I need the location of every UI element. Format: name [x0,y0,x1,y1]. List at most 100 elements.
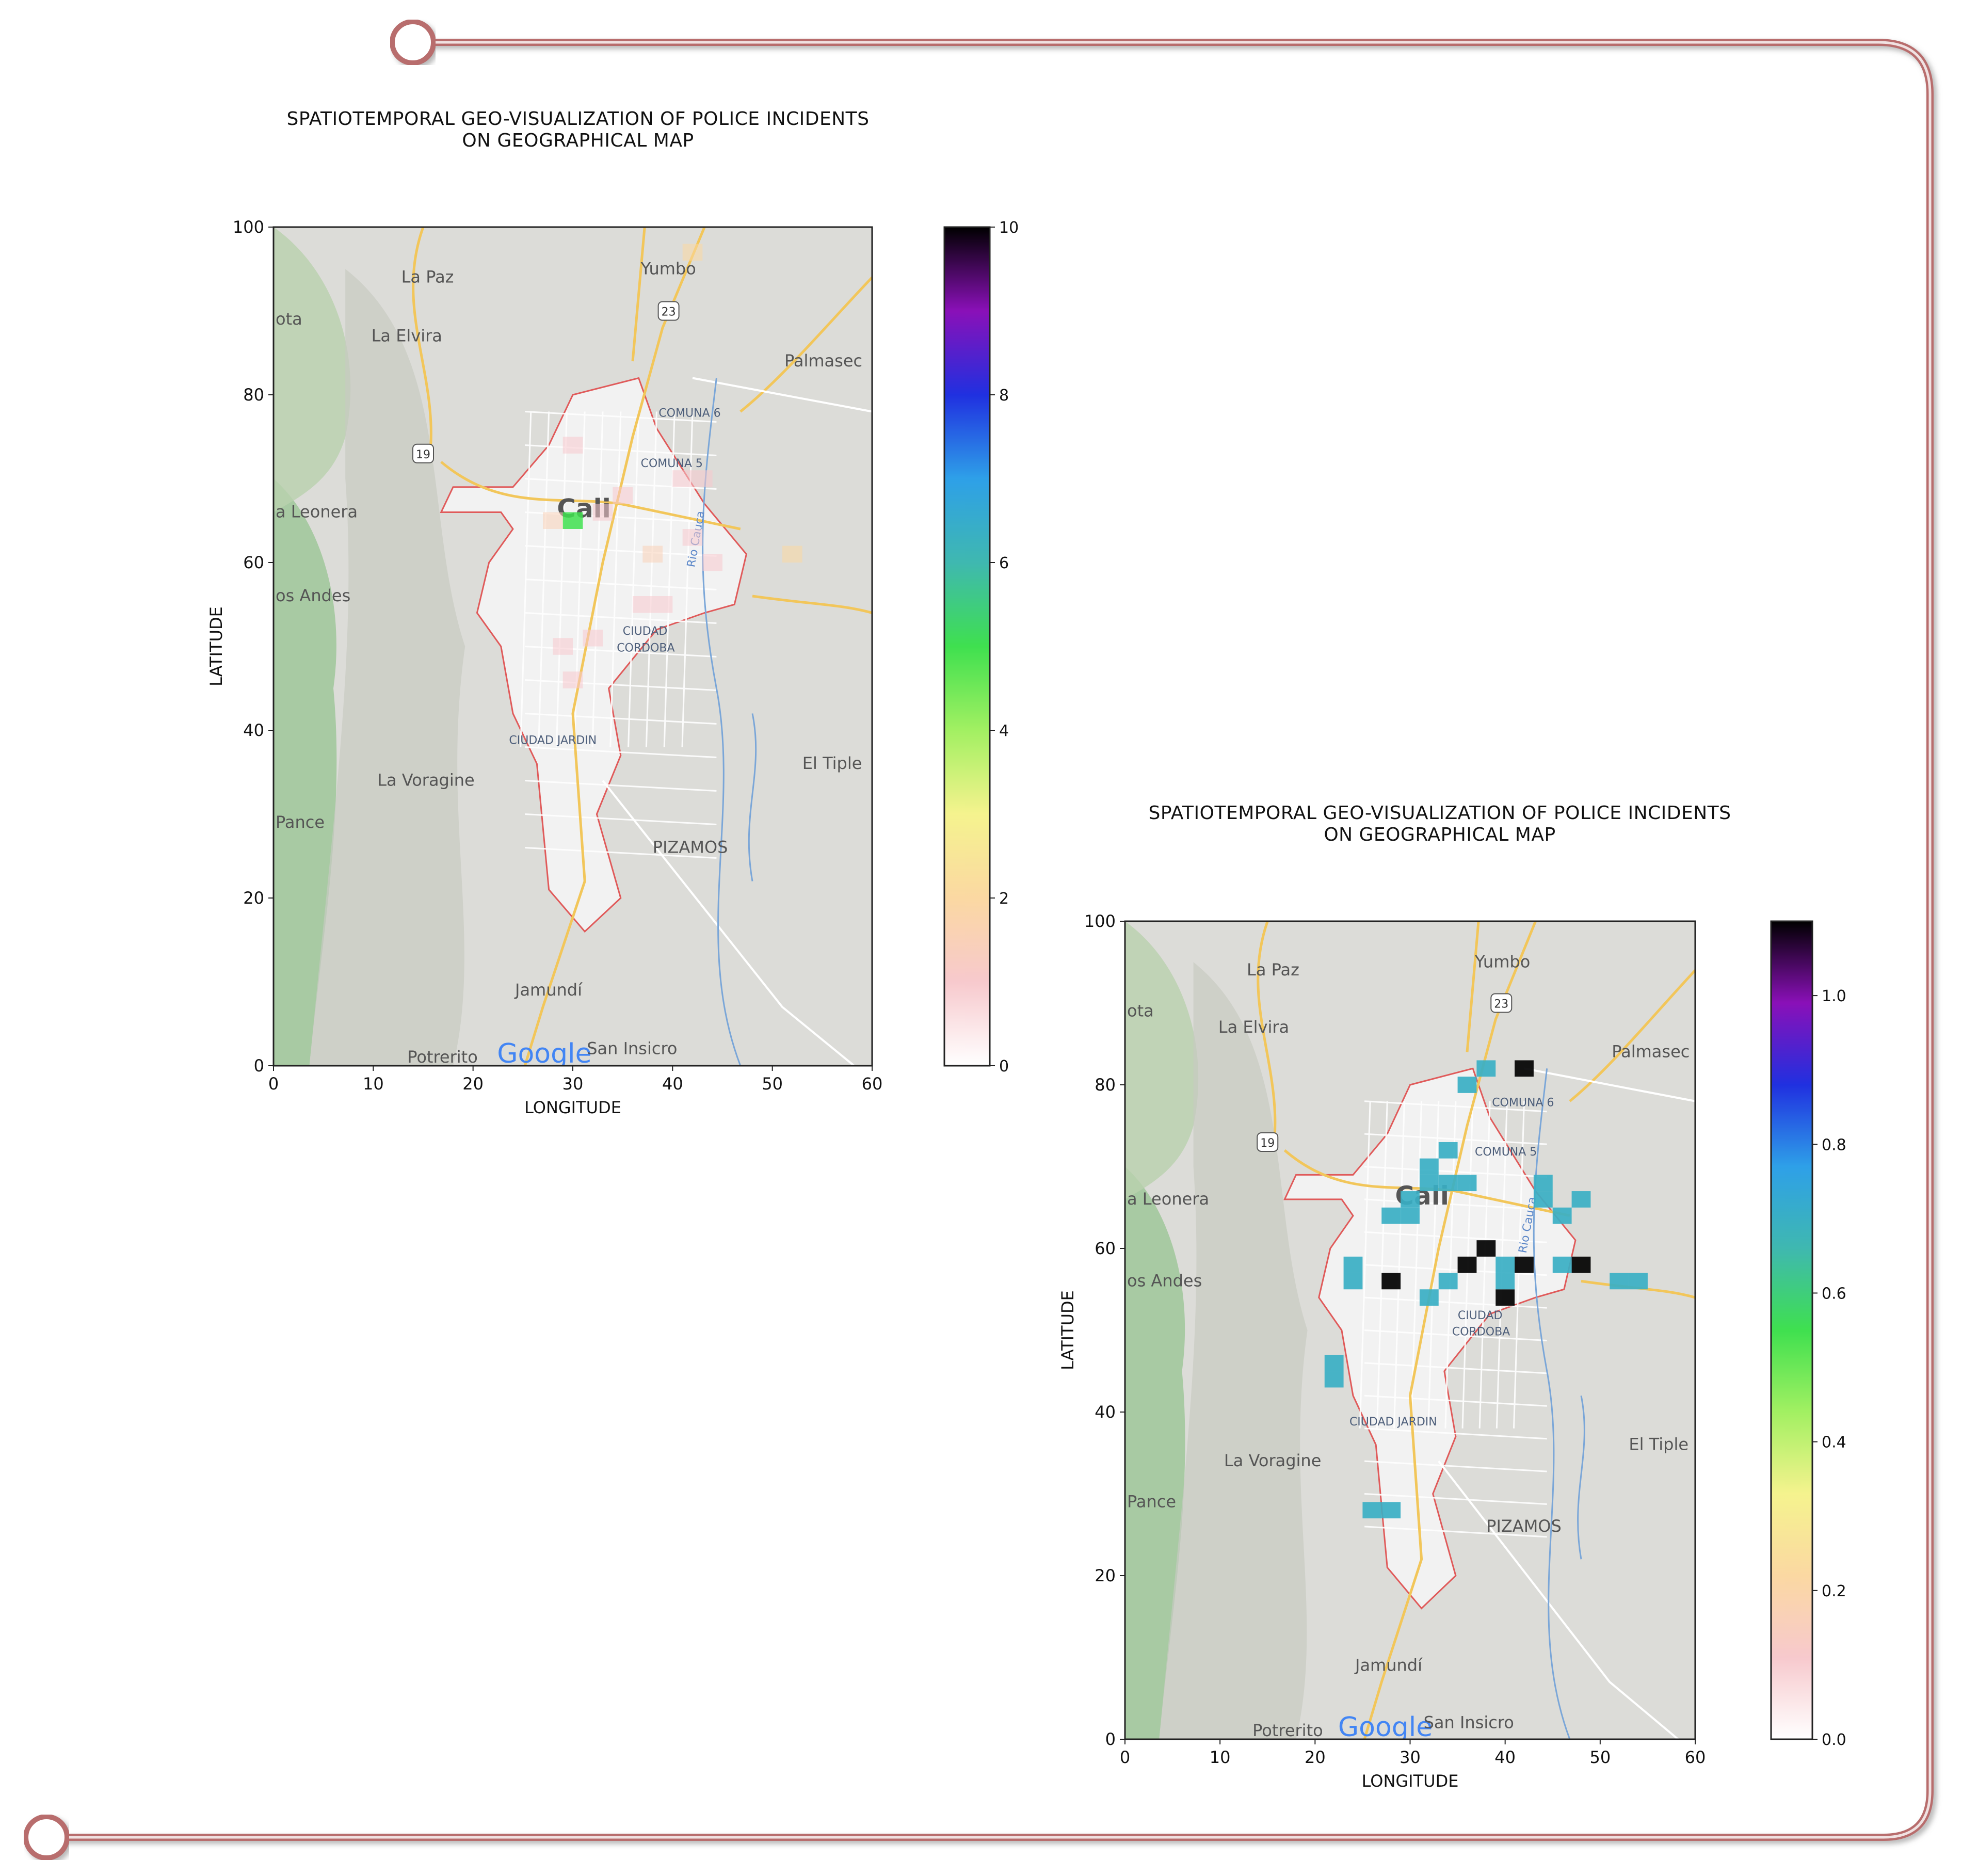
heat-cell [1457,1256,1477,1273]
place-label: El Tiple [1629,1434,1688,1454]
heat-cell [1419,1175,1439,1192]
place-label: San Insicro [1424,1712,1514,1732]
x-tick-label: 60 [862,1074,883,1094]
x-tick-label: 20 [462,1074,484,1094]
place-label: Palmasec [1612,1042,1690,1062]
heat-cell [1571,1191,1591,1208]
heat-cell [1533,1191,1553,1208]
place-label: Palmasec [784,351,862,371]
heat-cell [1495,1289,1515,1306]
place-label: Pance [1127,1492,1176,1511]
map-plot-right: SPATIOTEMPORAL GEO-VISUALIZATION OF POLI… [1048,803,1884,1804]
heat-cell [613,487,633,504]
place-label: El Tiple [802,753,862,773]
heat-cell [782,546,802,563]
heat-cell [1362,1502,1382,1519]
heat-cell [1324,1355,1344,1371]
frame-top-knob [390,19,436,66]
river-tributary [1577,1396,1585,1560]
place-label: a Leonera [276,502,358,522]
x-tick-label: 40 [662,1074,683,1094]
y-tick-label: 20 [1095,1566,1116,1585]
heat-cell [1457,1077,1477,1093]
title-line-1: SPATIOTEMPORAL GEO-VISUALIZATION OF POLI… [1148,803,1731,824]
heat-cell [633,596,653,613]
x-axis-label: LONGITUDE [524,1098,621,1117]
heat-cell [672,470,693,487]
heat-cell [1571,1256,1591,1273]
x-tick-label: 60 [1685,1747,1706,1767]
road-shield-label: 19 [416,448,430,461]
heat-cell [702,554,722,571]
place-label: COMUNA 5 [641,457,703,470]
heat-cell [1343,1256,1363,1273]
heat-cell [1381,1207,1401,1224]
y-tick-label: 20 [243,888,264,908]
road-shield [1490,993,1513,1013]
heat-cell [1438,1175,1458,1192]
place-label: Pance [276,812,325,832]
place-label: COMUNA 5 [1475,1146,1537,1159]
heat-cell [1438,1273,1458,1290]
place-label: La Paz [1247,960,1299,980]
y-tick-label: 80 [1095,1075,1116,1095]
place-label: Potrerito [1252,1721,1323,1740]
heat-cell [1343,1273,1363,1290]
place-label: CIUDAD [1458,1309,1503,1322]
city-boundary [440,377,748,933]
heat-cell [1610,1273,1629,1290]
map-axes: La Paz Yumbo ota La Elvira Palmasec COMUNA 6 C… [1058,911,1846,1791]
x-tick-label: 50 [1589,1747,1611,1767]
colorbar-tick-label: 0.2 [1822,1582,1846,1600]
x-tick-label: 20 [1305,1747,1326,1767]
place-label: Google [1338,1712,1433,1743]
y-tick-label: 100 [1084,911,1116,931]
heat-cell [553,638,573,655]
place-label: os Andes [1127,1271,1202,1290]
heat-cell [1419,1289,1439,1306]
place-label: Jamundí [1354,1655,1423,1675]
basemap: La Paz Yumbo ota La Elvira Palmasec COMUNA 6 C… [1125,921,1695,1743]
road-shield-label: 23 [1494,998,1508,1011]
heat-cell [1381,1502,1401,1519]
y-tick-label: 60 [1095,1239,1116,1258]
terrain-hills [1159,962,1308,1739]
place-label: COMUNA 6 [1492,1097,1554,1110]
colorbar-tick-label: 0.4 [1822,1434,1846,1452]
colorbar-tick-label: 0.6 [1822,1285,1846,1303]
colorbar-tick-label: 8 [999,387,1009,405]
y-tick-label: 40 [243,720,264,740]
road-shield [1257,1132,1279,1152]
y-tick-label: 40 [1095,1402,1116,1422]
x-axis-label: LONGITUDE [1362,1771,1459,1791]
heat-cell [682,529,703,546]
colorbar-tick-label: 0.0 [1822,1731,1846,1749]
heat-cell [1476,1240,1496,1257]
river-cauca [1533,1068,1571,1739]
terrain-green-north [274,227,351,512]
place-label: PIZAMOS [1486,1516,1562,1536]
heat-cell [562,437,583,454]
heat-cell [1476,1060,1496,1077]
colorbar [943,226,991,1067]
basemap: La Paz Yumbo ota La Elvira Palmasec COMUNA 6 C… [274,227,872,1069]
place-label: COMUNA 6 [658,407,720,420]
title-line-1: SPATIOTEMPORAL GEO-VISUALIZATION OF POLI… [286,108,870,130]
place-label: La Voragine [377,771,475,790]
place-label: Google [497,1038,591,1069]
x-tick-label: 10 [363,1074,384,1094]
y-tick-label: 0 [254,1056,264,1076]
heat-cell [652,596,673,613]
heat-cell [1515,1060,1534,1077]
terrain-green-north [1125,921,1199,1199]
x-tick-label: 0 [1120,1747,1130,1767]
place-label: CORDOBA [1452,1326,1510,1339]
heat-cell [1515,1256,1534,1273]
colorbar-tick-label: 6 [999,554,1009,572]
plot-title: SPATIOTEMPORAL GEO-VISUALIZATION OF POLI… [1048,803,1832,846]
heat-cell [1495,1273,1515,1290]
heat-cell [1401,1207,1420,1224]
heat-cell [682,244,703,261]
heat-cell [1495,1256,1515,1273]
